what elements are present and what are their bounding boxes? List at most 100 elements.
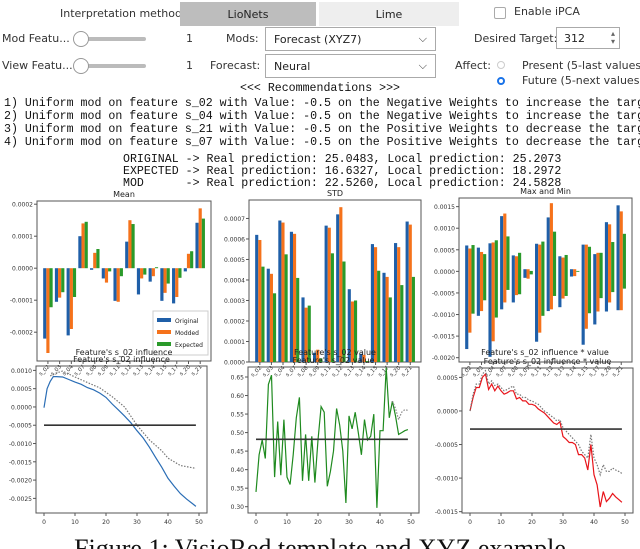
influence-line-chart: -0.0025 -0.0020 -0.0015 -0.0010 -0.0005 0.000…	[9, 355, 208, 526]
svg-text:0.0002: 0.0002	[224, 318, 245, 325]
recommendation-line: 3) Uniform mod on feature s_21 with Valu…	[4, 123, 640, 136]
tab-lime[interactable]: Lime	[319, 2, 459, 26]
svg-text:50: 50	[407, 519, 415, 526]
svg-text:s_13: s_13	[553, 365, 567, 379]
svg-text:Feature's s_02 influence * val: Feature's s_02 influence * value	[484, 357, 612, 366]
svg-text:-0.0020: -0.0020	[9, 478, 32, 485]
svg-text:Feature's s_02 influence: Feature's s_02 influence	[73, 355, 170, 364]
view-feature-slider[interactable]	[76, 64, 146, 68]
svg-text:0.0004: 0.0004	[224, 277, 245, 284]
prediction-expected: EXPECTED -> Real prediction: 16.6327, Lo…	[123, 165, 562, 178]
mean-bar-chart: -0.0002-0.00010.00000.00010.0002Means_02…	[10, 190, 212, 377]
desired-target-input[interactable]: 312 ▴ ▾	[556, 27, 620, 49]
svg-text:40: 40	[376, 519, 384, 526]
bar-chart-xlabel: Feature's s_02 influence * value	[481, 348, 609, 357]
svg-text:-0.0015: -0.0015	[9, 459, 32, 466]
mods-selected-value: Forecast (XYZ7)	[274, 32, 362, 46]
svg-text:0.45: 0.45	[231, 449, 245, 456]
svg-text:s_21: s_21	[611, 365, 624, 378]
svg-text:0.0006: 0.0006	[224, 236, 245, 243]
stepper-icon[interactable]: ▴ ▾	[610, 29, 615, 46]
charts-area: -0.0002-0.00010.00000.00010.0002Means_02…	[9, 187, 634, 526]
view-feature-label: View Featu...	[2, 59, 73, 72]
svg-text:-0.0010: -0.0010	[9, 441, 32, 448]
enable-ipca-checkbox[interactable]	[494, 7, 506, 19]
mod-feature-slider-handle[interactable]	[73, 31, 89, 47]
svg-text:0.0015: 0.0015	[434, 204, 455, 211]
svg-text:s_07: s_07	[495, 365, 509, 379]
svg-text:Expected: Expected	[175, 342, 203, 349]
mod-feature-label: Mod Featu...	[2, 32, 70, 45]
svg-text:0.0003: 0.0003	[224, 298, 245, 305]
bar-chart-xlabel: Feature's s_02 value	[294, 348, 376, 357]
svg-text:50: 50	[621, 519, 629, 526]
svg-text:Mean: Mean	[113, 190, 135, 199]
svg-text:50: 50	[195, 519, 203, 526]
svg-text:20: 20	[314, 519, 322, 526]
svg-text:0.55: 0.55	[231, 412, 245, 419]
svg-text:10: 10	[283, 519, 291, 526]
radio-future[interactable]	[497, 77, 505, 85]
std-bar-chart: 0.0000 0.0001 0.0002 0.0003 0.0004 0.0005 0.00…	[224, 189, 422, 378]
svg-text:30: 30	[559, 519, 567, 526]
figure-caption: Figure 1: VisioRed template and XYZ exam…	[74, 534, 566, 549]
svg-text:-0.0010: -0.0010	[435, 476, 458, 483]
svg-text:Feature's s_02 value: Feature's s_02 value	[293, 356, 375, 365]
svg-text:0.40: 0.40	[231, 467, 245, 474]
max-min-bar-chart: -0.0020 -0.0015 -0.0010 -0.0005 0.0000 0.0005…	[432, 187, 633, 379]
svg-text:s_20: s_20	[600, 365, 614, 379]
svg-text:s_14: s_14	[565, 365, 579, 379]
mods-select[interactable]: Forecast (XYZ7) ⌵	[265, 27, 436, 51]
svg-text:STD: STD	[327, 189, 343, 198]
svg-text:0.0000: 0.0000	[11, 404, 32, 411]
svg-text:-0.0015: -0.0015	[435, 509, 458, 516]
svg-text:s_17: s_17	[588, 365, 602, 379]
recommendation-line: 4) Uniform mod on feature s_07 with Valu…	[4, 136, 640, 149]
svg-text:-0.0010: -0.0010	[432, 312, 455, 319]
svg-text:20: 20	[102, 519, 110, 526]
svg-text:s_11: s_11	[530, 365, 543, 378]
forecast-label: Forecast:	[210, 59, 261, 72]
tab-lionets[interactable]: LioNets	[180, 2, 316, 26]
svg-text:0.0001: 0.0001	[224, 339, 245, 346]
svg-text:30: 30	[133, 519, 141, 526]
value-line-chart: 0.30 0.35 0.40 0.45 0.50 0.55 0.60 0.65 Feature'…	[231, 356, 420, 526]
chevron-down-icon: ⌵	[418, 59, 427, 72]
svg-text:s_08: s_08	[507, 365, 521, 379]
svg-text:10: 10	[71, 519, 79, 526]
svg-text:-0.0001: -0.0001	[10, 298, 33, 305]
svg-text:s_15: s_15	[577, 365, 591, 379]
svg-text:0.0000: 0.0000	[224, 360, 245, 367]
svg-text:s_09: s_09	[518, 365, 532, 379]
desired-target-value: 312	[564, 32, 585, 45]
svg-text:-0.0002: -0.0002	[10, 330, 33, 337]
radio-present-label: Present (5-last values)	[522, 59, 640, 72]
svg-text:0.0005: 0.0005	[224, 257, 245, 264]
enable-ipca-label: Enable iPCA	[514, 5, 580, 18]
svg-text:0.0000: 0.0000	[12, 266, 33, 273]
svg-text:0.0010: 0.0010	[434, 226, 455, 233]
recommendation-line: 2) Uniform mod on feature s_04 with Valu…	[4, 110, 640, 123]
forecast-select[interactable]: Neural ⌵	[265, 54, 436, 78]
svg-text:0.35: 0.35	[231, 486, 245, 493]
view-feature-slider-handle[interactable]	[73, 58, 89, 74]
svg-text:0.30: 0.30	[231, 504, 245, 511]
svg-text:Max and Min: Max and Min	[520, 187, 571, 196]
svg-text:0.0005: 0.0005	[434, 247, 455, 254]
svg-text:30: 30	[345, 519, 353, 526]
svg-text:0: 0	[468, 519, 472, 526]
mods-label: Mods:	[226, 32, 259, 45]
recommendations-header: <<< Recommendations >>>	[239, 82, 401, 95]
svg-text:0.0000: 0.0000	[434, 269, 455, 276]
recommendation-line: 1) Uniform mod on feature s_02 with Valu…	[4, 97, 640, 110]
radio-present[interactable]	[497, 61, 505, 69]
chevron-down-icon: ⌵	[418, 32, 427, 45]
svg-text:20: 20	[528, 519, 536, 526]
svg-text:0.0005: 0.0005	[11, 386, 32, 393]
svg-text:0.0007: 0.0007	[224, 216, 245, 223]
svg-text:-0.0025: -0.0025	[9, 496, 32, 503]
svg-text:0.0001: 0.0001	[12, 234, 33, 241]
mod-feature-slider[interactable]	[76, 37, 146, 41]
svg-text:0.65: 0.65	[231, 375, 245, 382]
svg-text:0.0005: 0.0005	[437, 375, 458, 382]
